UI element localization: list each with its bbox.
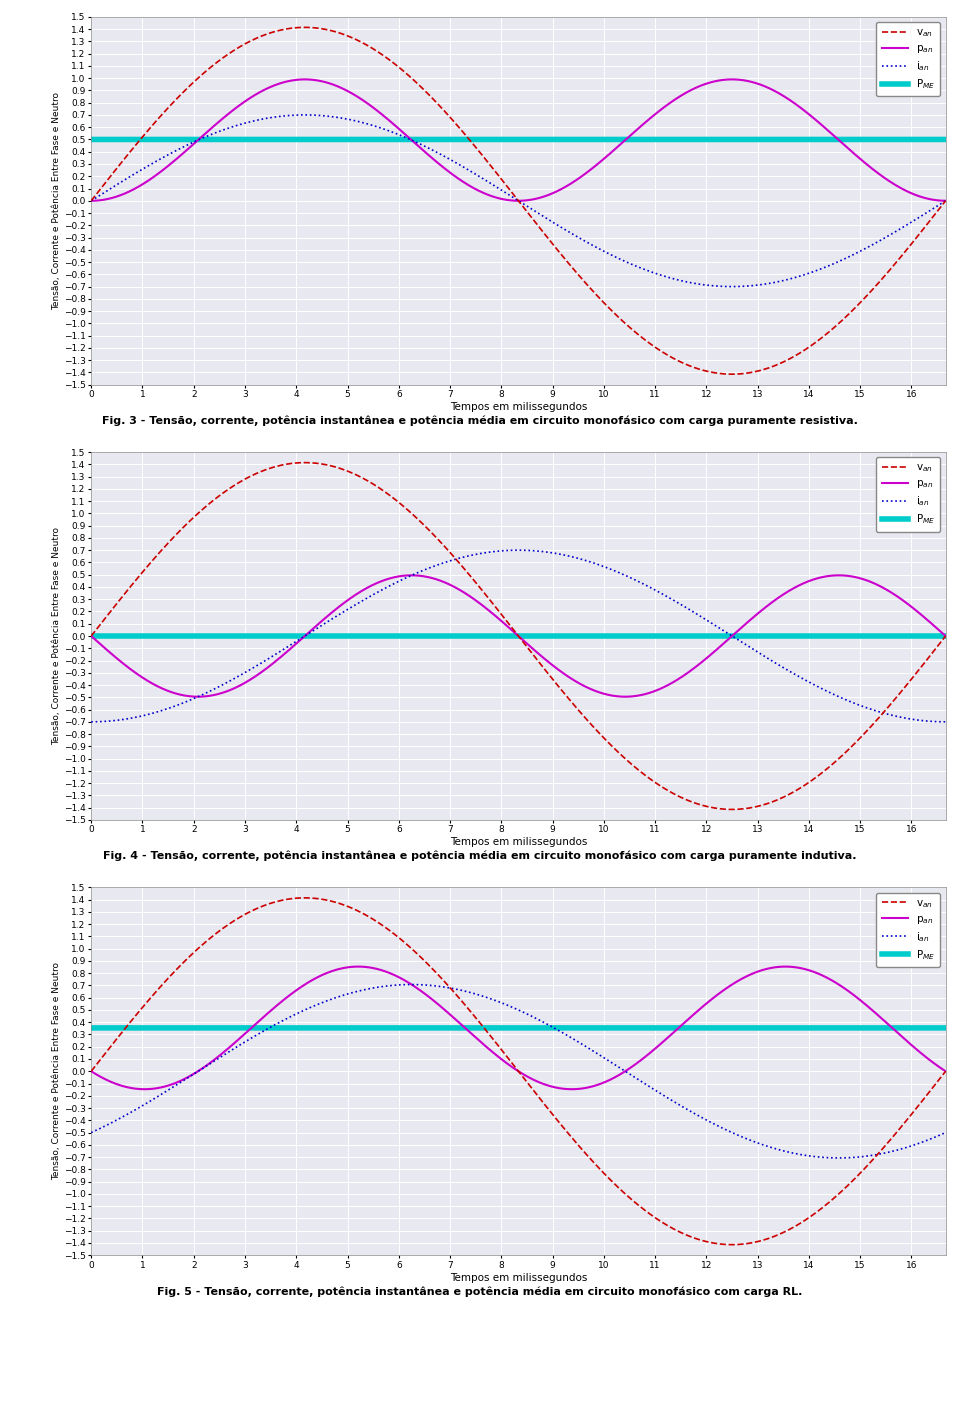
Text: Fig. 3 - Tensão, corrente, potência instantânea e potência média em circuito mon: Fig. 3 - Tensão, corrente, potência inst… [102,416,858,427]
Text: Fig. 4 - Tensão, corrente, potência instantânea e potência média em circuito mon: Fig. 4 - Tensão, corrente, potência inst… [104,851,856,862]
Text: Fig. 5 - Tensão, corrente, potência instantânea e potência média em circuito mon: Fig. 5 - Tensão, corrente, potência inst… [157,1286,803,1297]
Legend: v$_{an}$, p$_{an}$, i$_{an}$, P$_{ME}$: v$_{an}$, p$_{an}$, i$_{an}$, P$_{ME}$ [876,893,941,967]
X-axis label: Tempos em milissegundos: Tempos em milissegundos [449,1272,588,1282]
X-axis label: Tempos em milissegundos: Tempos em milissegundos [449,837,588,847]
Legend: v$_{an}$, p$_{an}$, i$_{an}$, P$_{ME}$: v$_{an}$, p$_{an}$, i$_{an}$, P$_{ME}$ [876,458,941,532]
Y-axis label: Tensão, Corrente e Potência Entre Fase e Neutro: Tensão, Corrente e Potência Entre Fase e… [52,962,61,1181]
Y-axis label: Tensão, Corrente e Potência Entre Fase e Neutro: Tensão, Corrente e Potência Entre Fase e… [52,91,61,310]
X-axis label: Tempos em milissegundos: Tempos em milissegundos [449,402,588,411]
Y-axis label: Tensão, Corrente e Potência Entre Fase e Neutro: Tensão, Corrente e Potência Entre Fase e… [52,526,61,746]
Legend: v$_{an}$, p$_{an}$, i$_{an}$, P$_{ME}$: v$_{an}$, p$_{an}$, i$_{an}$, P$_{ME}$ [876,22,941,97]
